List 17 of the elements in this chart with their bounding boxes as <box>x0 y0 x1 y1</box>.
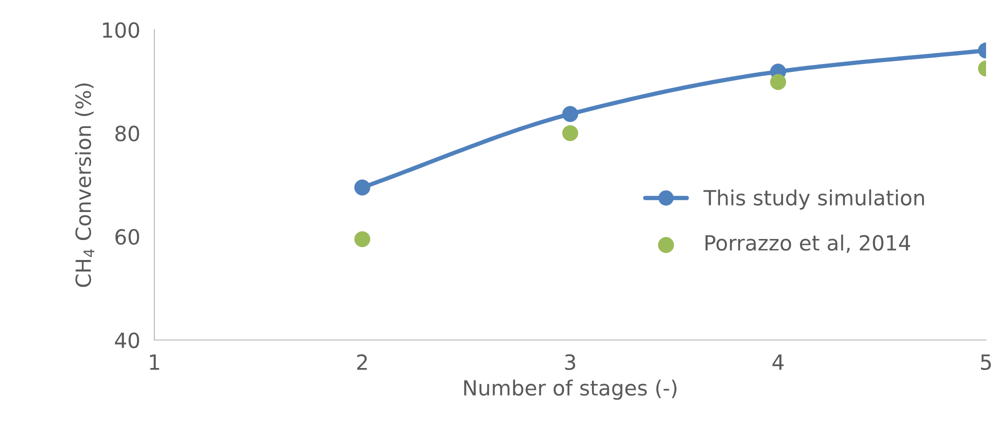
y-axis-title: CH$_{4}$ Conversion (%) <box>75 84 94 287</box>
y-tick-label: 40 <box>115 332 140 348</box>
legend-label: This study simulation <box>703 189 924 210</box>
y-tick-label: 60 <box>115 229 140 245</box>
legend-label: Porrazzo et al, 2014 <box>706 234 910 253</box>
y-tick-label: 80 <box>115 126 140 142</box>
point <box>562 106 578 122</box>
point <box>562 125 578 142</box>
x-tick-label: 4 <box>772 354 784 370</box>
point <box>354 179 370 196</box>
x-tick-label: 5 <box>981 354 991 370</box>
x-axis-title: Number of stages (-) <box>464 380 676 400</box>
point <box>354 231 370 248</box>
x-tick-label: 2 <box>357 354 367 370</box>
x-tick-label: 1 <box>150 354 160 370</box>
y-tick-label: 100 <box>103 22 140 38</box>
x-tick-label: 3 <box>565 354 576 370</box>
